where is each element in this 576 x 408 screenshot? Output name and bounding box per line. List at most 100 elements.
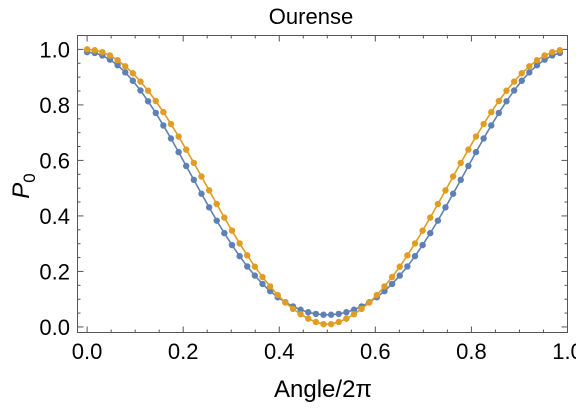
series-2-point <box>366 299 373 306</box>
y-tick-label: 0.8 <box>39 93 70 118</box>
series-2-point <box>236 240 243 247</box>
series-2-point <box>244 252 251 259</box>
series-1-point <box>404 263 411 270</box>
series-1-point <box>205 204 213 211</box>
series-2-point <box>144 87 152 94</box>
series-2-point <box>488 108 495 116</box>
x-axis-label: Angle/2π <box>274 376 372 403</box>
plot-frame <box>77 35 568 333</box>
series-2-point <box>99 48 106 56</box>
series-2-point <box>373 291 381 299</box>
series-2-point <box>404 252 411 259</box>
series-1-point <box>312 310 320 318</box>
series-1-point <box>297 306 304 313</box>
series-1-point <box>266 287 274 295</box>
series-2-point <box>297 310 304 318</box>
series-2-point <box>327 320 335 328</box>
series-1-point <box>144 98 152 105</box>
series-1-point <box>198 190 205 197</box>
series-1-point <box>167 135 175 142</box>
series-2-point <box>175 133 182 140</box>
series-2-point <box>259 273 266 281</box>
y-tick-label: 0.0 <box>39 315 70 340</box>
y-axis-label-subscript: 0 <box>20 173 39 182</box>
series-2-point <box>556 47 564 54</box>
series-1-point <box>175 148 182 156</box>
series-1-point <box>480 135 487 142</box>
series-1-point <box>434 217 442 224</box>
y-axis-label-main: P <box>8 183 35 199</box>
series-2-point <box>183 146 190 153</box>
series-1-point <box>137 87 144 94</box>
series-2-point <box>503 87 510 94</box>
series-1-point <box>114 61 121 69</box>
series-2-point <box>312 318 320 326</box>
series-2-point <box>305 315 312 322</box>
series-2-point <box>495 97 503 105</box>
series-1-point <box>510 87 518 94</box>
series-2-point <box>282 299 289 306</box>
series-2-point <box>106 52 114 59</box>
x-tick-label: 0.2 <box>168 339 199 364</box>
series-2-point <box>396 263 403 270</box>
series-1-point <box>190 176 198 184</box>
series-1-point <box>442 204 449 211</box>
series-2-point <box>266 283 274 290</box>
series-2-point <box>198 173 205 180</box>
y-tick-label: 0.6 <box>39 148 70 173</box>
series-2-point <box>449 173 457 180</box>
series-2-point <box>526 63 533 70</box>
series-2-point <box>152 97 159 105</box>
series-2-point <box>442 187 449 194</box>
x-tick-label: 0.4 <box>264 339 295 364</box>
series-2-point <box>335 318 342 326</box>
series-1-point <box>457 176 464 184</box>
series-2-point <box>457 159 464 167</box>
series-2-line <box>87 48 561 325</box>
series-2-point <box>129 70 137 77</box>
series-1-point <box>381 287 388 295</box>
series-1-point <box>518 77 525 84</box>
series-2-point <box>213 200 220 208</box>
x-tick-label: 0.6 <box>360 339 391 364</box>
series-1-point <box>152 109 159 117</box>
series-2-point <box>221 214 228 221</box>
series-2-point <box>472 133 480 140</box>
series-1-point <box>503 98 510 105</box>
series-2-point <box>510 78 518 85</box>
series-2-point <box>388 273 396 281</box>
series-1-point <box>305 309 312 316</box>
series-1-point <box>533 61 541 69</box>
x-tick-label: 1.0 <box>552 339 576 364</box>
series-1-point <box>236 252 243 260</box>
series-2-point <box>381 283 388 290</box>
series-1-point <box>495 109 503 117</box>
series-1-point <box>320 311 327 318</box>
series-2-point <box>419 227 426 234</box>
series-2-point <box>83 46 91 53</box>
series-1-point <box>244 263 251 270</box>
series-2-point <box>137 78 144 85</box>
series-1-point <box>160 122 167 129</box>
series-2-point <box>122 63 129 70</box>
series-1-point <box>488 122 495 129</box>
series-2-point <box>411 240 419 247</box>
series-1-point <box>396 272 403 279</box>
series-2-point <box>91 47 98 54</box>
series-1-point <box>427 229 434 237</box>
series-2-point <box>167 120 175 128</box>
series-1-point <box>526 69 533 76</box>
x-tick-label: 0.0 <box>72 339 103 364</box>
series-1-point <box>449 190 457 197</box>
series-layer <box>83 46 564 328</box>
series-2-point <box>205 187 213 194</box>
series-1-point <box>213 217 220 224</box>
series-1-point <box>327 311 335 318</box>
series-2-point <box>541 52 548 59</box>
series-1-point <box>350 306 358 313</box>
chart-title: Ourense <box>269 4 353 29</box>
series-2-point <box>320 320 327 328</box>
series-1-point <box>388 280 396 288</box>
series-2-point <box>427 214 434 221</box>
series-2-point <box>114 57 121 64</box>
